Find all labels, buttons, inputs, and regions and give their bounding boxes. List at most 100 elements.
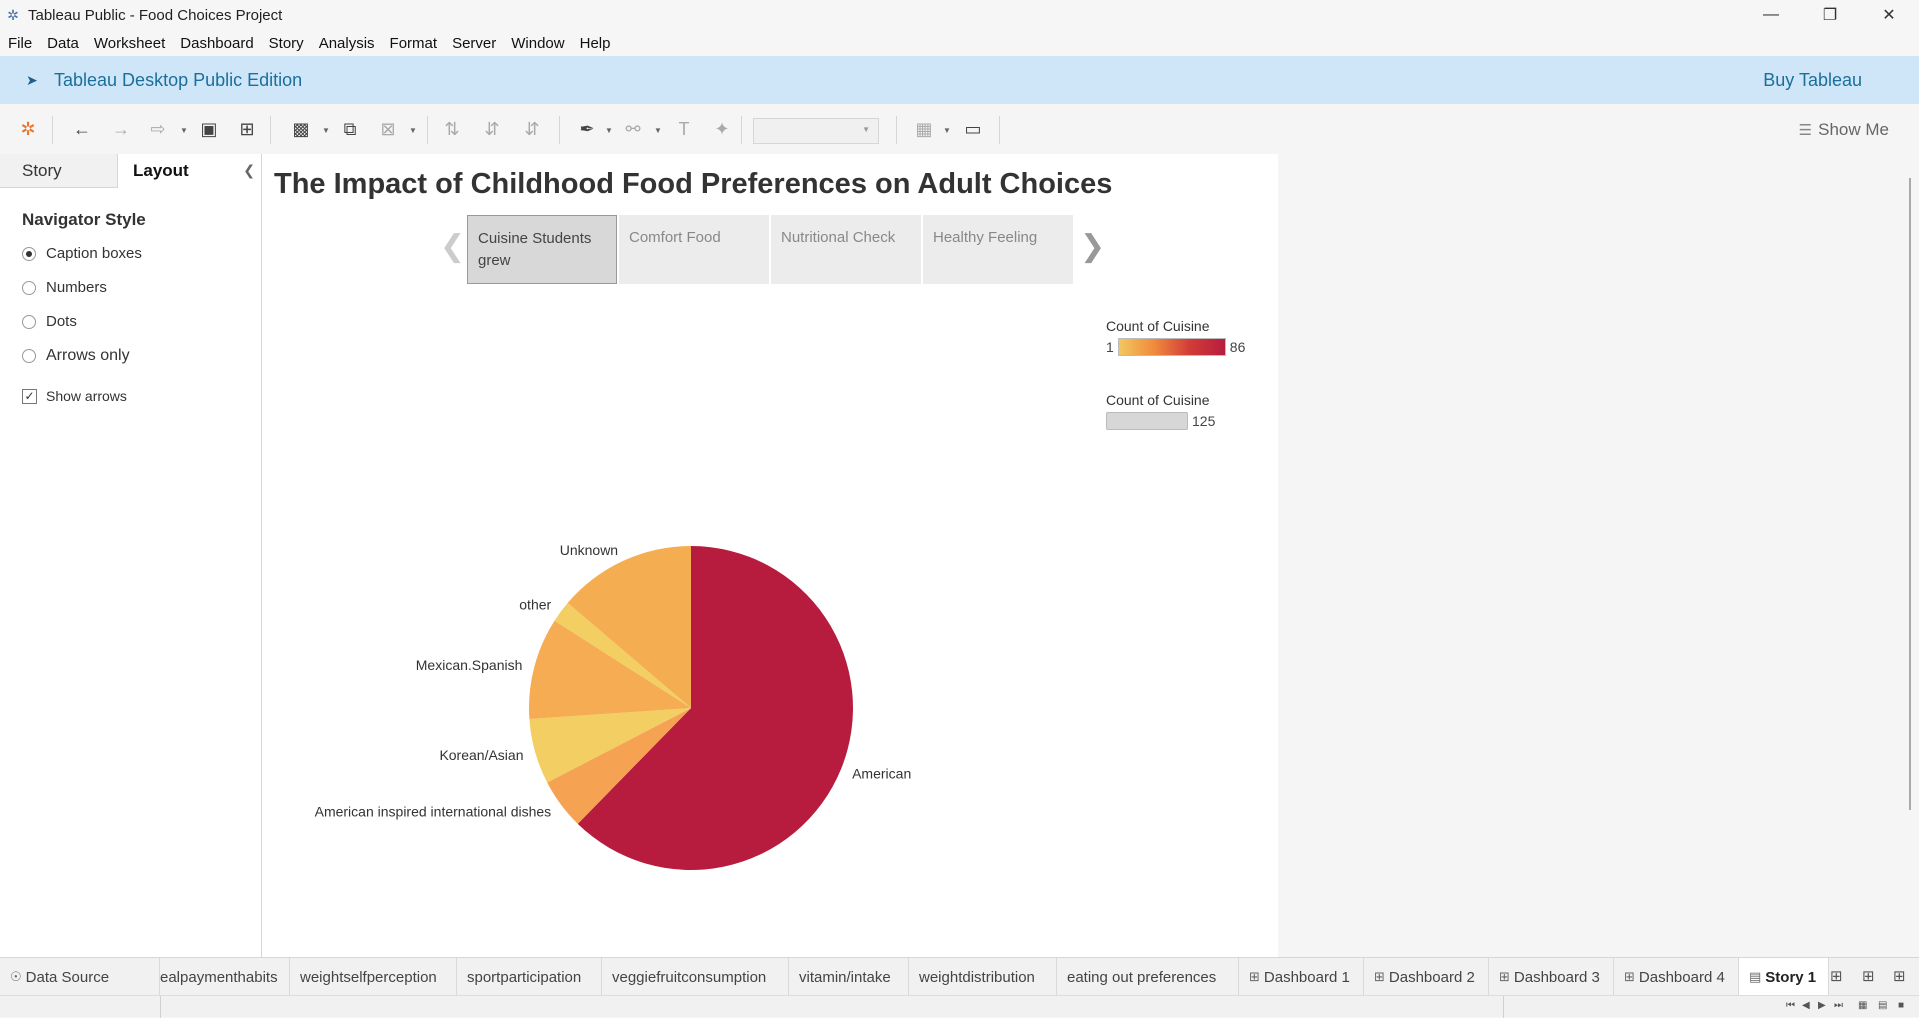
new-worksheet-icon[interactable]: ⊞ — [1830, 968, 1843, 985]
menu-story[interactable]: Story — [268, 34, 304, 52]
swap-axes-icon[interactable]: ⇅ — [444, 118, 460, 139]
previous-story-point-icon[interactable]: ❮ — [440, 230, 466, 263]
pie-slice-american-inspired-international-dishes[interactable] — [547, 708, 691, 824]
tab-dashboard-4[interactable]: ⊞ Dashboard 4 — [1614, 958, 1739, 996]
edition-label: Tableau Desktop Public Edition — [54, 69, 303, 90]
tab-story[interactable]: Story — [0, 154, 118, 188]
tab-ealpaymenthabits[interactable]: ealpaymenthabits — [160, 958, 290, 996]
minimize-icon[interactable]: — — [1763, 6, 1779, 23]
pie-slice-korean-asian[interactable] — [529, 708, 691, 783]
collapse-panel-icon[interactable]: ❮ — [243, 162, 255, 178]
show-cards-icon[interactable]: ▦ — [915, 118, 933, 139]
show-labels-icon[interactable]: T — [678, 118, 690, 139]
tab-layout[interactable]: Layout — [118, 154, 261, 188]
megaphone-icon: ➤ — [26, 71, 38, 88]
replay-icon[interactable]: ⇨ — [150, 118, 166, 139]
tab-label: weightdistribution — [919, 968, 1035, 986]
caption-box-healthy-feeling[interactable]: Healthy Feeling — [923, 215, 1073, 284]
clear-dropdown-icon[interactable]: ▼ — [409, 126, 417, 135]
tabs-view-icon[interactable]: ■ — [1898, 1000, 1905, 1011]
next-story-point-icon[interactable]: ❯ — [1080, 230, 1106, 263]
menu-window[interactable]: Window — [511, 34, 565, 52]
restore-icon[interactable]: ❐ — [1822, 7, 1838, 24]
previous-sheet-icon[interactable]: ◀ — [1802, 1000, 1810, 1011]
new-worksheet-dropdown-icon[interactable]: ▼ — [322, 126, 330, 135]
edition-banner: ➤ Tableau Desktop Public Edition Buy Tab… — [0, 56, 1919, 104]
tab-weightselfperception[interactable]: weightselfperception — [290, 958, 457, 996]
new-worksheet-icon[interactable]: ▩ — [292, 118, 310, 139]
caption-box-nutritional-check[interactable]: Nutritional Check — [771, 215, 921, 284]
film-strip-icon[interactable]: ▤ — [1878, 1000, 1888, 1011]
option-dots[interactable]: Dots — [22, 313, 77, 330]
fit-selector[interactable]: ▼ — [753, 118, 879, 144]
checkbox-checked-icon[interactable]: ✓ — [22, 388, 37, 404]
tab-weightdistribution[interactable]: weightdistribution — [909, 958, 1057, 996]
clear-sheet-icon[interactable]: ⊠ — [380, 118, 396, 139]
tab-dashboard-1[interactable]: ⊞ Dashboard 1 — [1239, 958, 1364, 996]
status-divider — [1503, 996, 1504, 1018]
caption-box-comfort-food[interactable]: Comfort Food — [619, 215, 769, 284]
option-numbers[interactable]: Numbers — [22, 279, 107, 296]
new-dashboard-icon[interactable]: ⊞ — [1862, 968, 1875, 985]
radio-icon[interactable] — [22, 349, 36, 363]
sort-ascending-icon[interactable]: ⇵ — [484, 118, 500, 139]
menu-analysis[interactable]: Analysis — [318, 34, 375, 52]
tableau-home-icon[interactable]: ✲ — [20, 118, 36, 139]
tab-vitamin-intake[interactable]: vitamin/intake — [789, 958, 909, 996]
last-sheet-icon[interactable]: ⏭ — [1834, 1000, 1843, 1011]
vertical-scrollbar[interactable] — [1909, 178, 1911, 810]
close-icon[interactable]: ✕ — [1882, 7, 1896, 24]
option-caption-boxes[interactable]: Caption boxes — [22, 245, 142, 262]
option-arrows-only[interactable]: Arrows only — [22, 347, 130, 365]
show-me-button[interactable]: ☰ Show Me — [1799, 120, 1889, 140]
save-icon[interactable]: ▣ — [200, 118, 218, 139]
replay-dropdown-icon[interactable]: ▼ — [180, 126, 188, 135]
tab-eating-out-preferences[interactable]: eating out preferences — [1057, 958, 1239, 996]
redo-icon[interactable]: → — [112, 118, 130, 139]
highlight-dropdown-icon[interactable]: ▼ — [605, 126, 613, 135]
menu-help[interactable]: Help — [579, 34, 611, 52]
tab-data-source[interactable]: ☉ Data Source — [0, 958, 160, 996]
pie-slice-unknown[interactable] — [567, 546, 691, 708]
tab-sportparticipation[interactable]: sportparticipation — [457, 958, 602, 996]
size-legend-max: 125 — [1192, 413, 1216, 429]
group-icon[interactable]: ⚯ — [625, 118, 641, 139]
undo-icon[interactable]: ← — [73, 118, 91, 139]
show-arrows-checkbox[interactable]: ✓ Show arrows — [22, 388, 127, 404]
radio-icon[interactable] — [22, 280, 36, 295]
fix-axes-icon[interactable]: ✦ — [714, 118, 730, 139]
tab-veggiefruitconsumption[interactable]: veggiefruitconsumption — [602, 958, 789, 996]
group-dropdown-icon[interactable]: ▼ — [654, 126, 662, 135]
radio-icon[interactable] — [22, 314, 36, 329]
pie-slice-mexican-spanish[interactable] — [529, 620, 691, 720]
sheet-sorter-icon[interactable]: ▦ — [1858, 1000, 1868, 1011]
highlight-icon[interactable]: ✒ — [579, 118, 595, 139]
next-sheet-icon[interactable]: ▶ — [1818, 1000, 1826, 1011]
first-sheet-icon[interactable]: ⏮ — [1786, 1000, 1795, 1011]
new-story-icon[interactable]: ⊞ — [1893, 968, 1906, 985]
menu-format[interactable]: Format — [389, 34, 438, 52]
tab-dashboard-3[interactable]: ⊞ Dashboard 3 — [1489, 958, 1614, 996]
menu-file[interactable]: File — [8, 34, 33, 52]
side-panel-tabs: Story Layout ❮ — [0, 154, 261, 188]
buy-tableau-link[interactable]: Buy Tableau — [1763, 69, 1862, 90]
menu-server[interactable]: Server — [452, 34, 497, 52]
duplicate-sheet-icon[interactable]: ⧉ — [343, 118, 357, 139]
presentation-mode-icon[interactable]: ▭ — [964, 118, 982, 139]
menu-worksheet[interactable]: Worksheet — [93, 34, 166, 52]
caption-box-cuisine[interactable]: Cuisine Students grew — [467, 215, 617, 284]
radio-selected-icon[interactable] — [22, 246, 36, 261]
option-label: Dots — [46, 313, 77, 330]
menu-data[interactable]: Data — [47, 34, 79, 52]
pie-label: other — [519, 596, 551, 612]
show-cards-dropdown-icon[interactable]: ▼ — [943, 126, 951, 135]
tab-label: Data Source — [25, 968, 110, 986]
menu-dashboard[interactable]: Dashboard — [180, 34, 254, 52]
sort-descending-icon[interactable]: ⇵ — [524, 118, 540, 139]
tab-story-1[interactable]: ▤ Story 1 — [1739, 958, 1829, 996]
new-data-source-icon[interactable]: ⊞ — [239, 118, 255, 139]
dashboard-icon: ⊞ — [1499, 969, 1510, 984]
pie-slice-american[interactable] — [577, 546, 853, 870]
tab-dashboard-2[interactable]: ⊞ Dashboard 2 — [1364, 958, 1489, 996]
pie-slice-other[interactable] — [554, 602, 691, 708]
